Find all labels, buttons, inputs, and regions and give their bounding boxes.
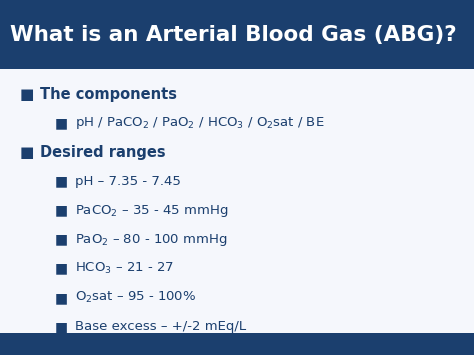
Text: HCO$_3$ – 21 - 27: HCO$_3$ – 21 - 27 (75, 261, 174, 276)
Text: Desired ranges: Desired ranges (40, 145, 166, 160)
Text: ■: ■ (55, 116, 68, 130)
Text: ■: ■ (20, 87, 34, 102)
Text: ■: ■ (55, 233, 68, 247)
Text: pH – 7.35 - 7.45: pH – 7.35 - 7.45 (75, 175, 181, 188)
Text: ■: ■ (55, 203, 68, 218)
Text: What is an Arterial Blood Gas (ABG)?: What is an Arterial Blood Gas (ABG)? (10, 24, 457, 45)
Text: ■: ■ (55, 320, 68, 334)
FancyBboxPatch shape (0, 0, 474, 69)
Text: ■: ■ (55, 174, 68, 189)
Text: ■: ■ (55, 262, 68, 276)
Text: pH / PaCO$_2$ / PaO$_2$ / HCO$_3$ / O$_2$sat / BE: pH / PaCO$_2$ / PaO$_2$ / HCO$_3$ / O$_2… (75, 115, 324, 131)
Text: Base excess – +/-2 mEq/L: Base excess – +/-2 mEq/L (75, 321, 246, 333)
Text: PaCO$_2$ – 35 - 45 mmHg: PaCO$_2$ – 35 - 45 mmHg (75, 202, 228, 219)
Text: ■: ■ (20, 145, 34, 160)
Text: ■: ■ (55, 291, 68, 305)
Text: O$_2$sat – 95 - 100%: O$_2$sat – 95 - 100% (75, 290, 196, 305)
Text: The components: The components (40, 87, 177, 102)
Text: PaO$_2$ – 80 - 100 mmHg: PaO$_2$ – 80 - 100 mmHg (75, 231, 228, 248)
FancyBboxPatch shape (0, 333, 474, 355)
